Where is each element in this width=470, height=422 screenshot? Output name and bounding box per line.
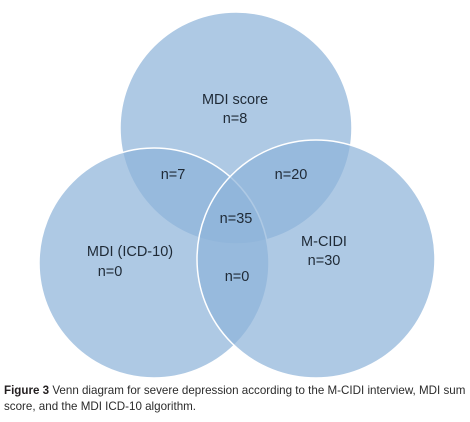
- venn-diagram: MDI score n=8 n=7 n=20 n=35 MDI (ICD-10)…: [38, 11, 436, 379]
- count-icd10-and-m-cidi: n=0: [225, 269, 250, 285]
- count-mdi-score-and-m-cidi: n=20: [275, 167, 308, 183]
- figure-label: Figure 3: [4, 384, 50, 397]
- figure-caption: Figure 3 Venn diagram for severe depress…: [4, 383, 466, 415]
- count-mdi-icd10-only: n=0: [98, 264, 123, 280]
- caption-text: Venn diagram for severe depression accor…: [4, 384, 466, 413]
- count-all-three: n=35: [220, 211, 253, 227]
- count-m-cidi-only: n=30: [308, 253, 341, 269]
- circle-m-cidi: [196, 139, 436, 379]
- label-m-cidi: M-CIDI: [301, 234, 347, 250]
- count-mdi-score-and-icd10: n=7: [161, 167, 186, 183]
- label-mdi-score: MDI score: [202, 92, 268, 108]
- count-mdi-score-only: n=8: [223, 111, 248, 127]
- label-mdi-icd10: MDI (ICD-10): [87, 244, 173, 260]
